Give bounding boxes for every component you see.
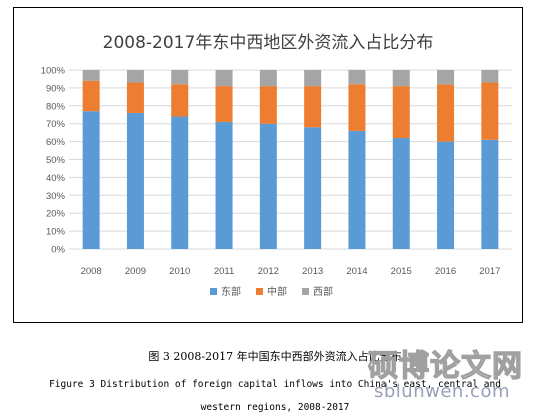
- bar-segment: [82, 111, 100, 249]
- bar-segment: [171, 116, 189, 249]
- site-watermark: 硕博论文网 sblunwen.com: [367, 341, 544, 409]
- bar-segment: [171, 70, 189, 85]
- stacked-bar-chart: 2008-2017年东中西地区外资流入占比分布 0% 10% 20% 30% 40% 50%…: [41, 33, 512, 298]
- bar-segment: [392, 70, 410, 87]
- watermark-logo-text: 硕博论文网: [367, 348, 523, 384]
- bar-segment: [481, 70, 499, 83]
- bar-segment: [348, 70, 366, 85]
- bar-segment: [304, 127, 322, 249]
- bar-segment: [259, 123, 277, 249]
- chart-title: 2008-2017年东中西地区外资流入占比分布: [103, 33, 434, 53]
- y-tick-label: 20%: [46, 209, 66, 220]
- chart-frame: 2008-2017年东中西地区外资流入占比分布 0% 10% 20% 30% 40% 50%…: [13, 7, 523, 323]
- legend-swatch: [210, 288, 217, 295]
- y-tick-label: 10%: [46, 227, 66, 238]
- bar-segment: [392, 138, 410, 249]
- bar-segment: [481, 139, 499, 249]
- x-tick-label: 2014: [346, 266, 367, 277]
- y-tick-label: 40%: [46, 173, 66, 184]
- bar-segment: [392, 86, 410, 139]
- figure-caption-english-line-1: Figure 3 Distribution of foreign capital…: [49, 379, 501, 390]
- x-tick-label: 2009: [125, 266, 146, 277]
- bar-segment: [215, 121, 233, 249]
- bar-segment: [215, 86, 233, 122]
- legend-swatch: [302, 288, 309, 295]
- bar-segment: [481, 82, 499, 140]
- figure-caption-chinese: 图 3 2008-2017 年中国东中西部外资流入占比分布: [148, 350, 402, 363]
- x-tick-label: 2008: [81, 266, 102, 277]
- x-tick-label: 2012: [258, 266, 279, 277]
- x-tick-label: 2011: [214, 266, 234, 277]
- x-tick-label: 2010: [169, 266, 190, 277]
- x-tick-label: 2013: [302, 266, 323, 277]
- bar-segment: [348, 130, 366, 249]
- legend-label: 中部: [267, 285, 287, 298]
- bar-segment: [304, 70, 322, 87]
- x-tick-label: 2015: [391, 266, 412, 277]
- watermark-url: sblunwen.com: [374, 381, 510, 402]
- y-tick-label: 90%: [46, 83, 66, 94]
- bar-segment: [437, 84, 455, 142]
- bar-segment: [215, 70, 233, 87]
- figure-caption-english: Figure 3 Distribution of foreign capital…: [0, 373, 550, 419]
- bar-segment: [437, 70, 455, 85]
- bar-segment: [304, 86, 322, 128]
- bar-segment: [126, 70, 144, 83]
- bar-segment: [82, 80, 100, 112]
- y-tick-label: 60%: [46, 137, 66, 148]
- y-tick-label: 70%: [46, 119, 66, 130]
- bar-segment: [126, 82, 144, 113]
- bar-segment: [348, 84, 366, 131]
- bar-segment: [82, 70, 100, 81]
- figure-caption-english-line-2: western regions, 2008-2017: [200, 402, 350, 413]
- bar-segment: [259, 86, 277, 124]
- y-tick-label: 100%: [41, 66, 66, 77]
- x-tick-label: 2016: [435, 266, 456, 277]
- legend-swatch: [256, 288, 263, 295]
- y-tick-label: 50%: [46, 155, 66, 166]
- bar-segment: [171, 84, 189, 117]
- y-tick-label: 30%: [46, 191, 66, 202]
- bar-segment: [259, 70, 277, 87]
- bar-segment: [437, 141, 455, 249]
- x-tick-label: 2017: [479, 266, 500, 277]
- legend-label: 西部: [313, 285, 333, 298]
- bar-segment: [126, 112, 144, 250]
- y-tick-label: 80%: [46, 101, 66, 112]
- y-tick-label: 0%: [51, 245, 65, 256]
- legend-label: 东部: [221, 285, 241, 298]
